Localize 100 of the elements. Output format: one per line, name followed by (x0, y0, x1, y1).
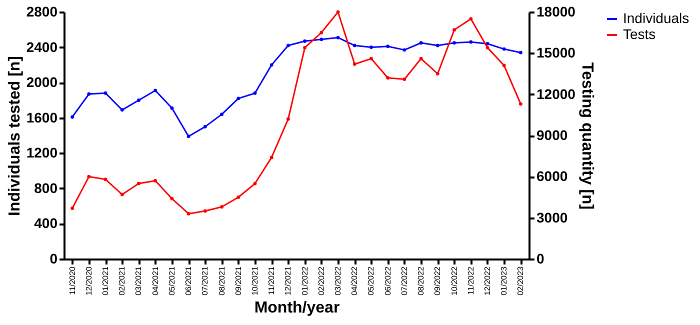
y2-tick-label: 9000 (536, 127, 568, 143)
point (270, 63, 274, 67)
x-tick-label: 07/2021 (200, 266, 210, 296)
point (303, 39, 307, 43)
x-tick-label: 08/2021 (217, 266, 226, 296)
x-tick-label: 06/2021 (184, 266, 194, 296)
point (120, 108, 124, 112)
point (402, 78, 406, 81)
y2-tick-label: 3000 (536, 209, 568, 226)
point (137, 98, 140, 102)
point (70, 206, 74, 210)
point (402, 48, 406, 52)
point (137, 182, 140, 186)
point (70, 115, 74, 119)
x-tick-label: 07/2022 (400, 266, 409, 296)
x-tick-label: 05/2021 (167, 266, 176, 296)
x-tick-label: 10/2021 (250, 266, 260, 296)
point (286, 117, 290, 121)
point (154, 179, 158, 183)
point (320, 38, 324, 42)
x-tick-label: 10/2022 (450, 266, 459, 296)
legend-label: Tests (623, 26, 656, 42)
x-tick-label: 11/2020 (68, 266, 77, 295)
x-axis-title: Month/year (254, 299, 340, 316)
x-tick-label: 05/2022 (366, 266, 376, 296)
point (303, 46, 307, 50)
point (220, 205, 224, 209)
point (469, 40, 473, 44)
x-tick-label: 02/2023 (516, 266, 526, 296)
y-tick-label: 2000 (26, 74, 58, 90)
legend-label: Individuals (623, 10, 690, 26)
point (170, 106, 174, 110)
point (336, 36, 340, 40)
point (436, 44, 440, 48)
x-tick-label: 09/2021 (234, 266, 243, 296)
y2-axis-title: Testing quantity [n] (578, 62, 596, 210)
x-tick-label: 03/2021 (134, 266, 144, 296)
point (203, 209, 207, 213)
point (203, 124, 207, 128)
line-series (70, 10, 522, 216)
x-tick-label: 06/2022 (383, 266, 392, 296)
y2-tick-label: 15000 (536, 44, 576, 61)
y-tick-label: 400 (34, 215, 58, 232)
point (104, 178, 108, 182)
x-tick-label: 04/2022 (350, 266, 360, 296)
y2-tick-label: 0 (536, 250, 544, 266)
x-tick-label: 11/2022 (466, 266, 476, 295)
point (220, 112, 224, 116)
point (286, 44, 290, 48)
point (253, 91, 257, 95)
y2-tick-label: 18000 (536, 4, 576, 20)
point (236, 96, 240, 100)
point (419, 56, 423, 60)
point (154, 88, 158, 92)
x-tick-label: 03/2022 (334, 266, 343, 296)
point (370, 46, 373, 50)
point (469, 17, 473, 21)
point (87, 92, 91, 96)
point (452, 28, 456, 32)
x-tick-label: 01/2023 (500, 266, 509, 296)
point (502, 47, 506, 51)
point (120, 192, 124, 196)
point (386, 44, 390, 48)
y-tick-label: 800 (34, 180, 58, 196)
x-tick-label: 08/2022 (416, 266, 426, 296)
point (186, 134, 190, 138)
point (270, 156, 274, 160)
point (518, 102, 522, 106)
point (170, 196, 174, 200)
point (502, 64, 506, 68)
point (486, 46, 490, 50)
point (352, 44, 356, 48)
point (436, 72, 440, 76)
point (452, 41, 456, 45)
point (320, 30, 324, 34)
y2-tick-label: 12000 (536, 86, 576, 102)
y-axis-title: Individuals tested [n] (6, 56, 24, 216)
x-tick-label: 12/2021 (284, 266, 293, 296)
point (352, 62, 356, 66)
point (253, 182, 257, 186)
y-tick-label: 2400 (26, 38, 58, 55)
point (87, 174, 91, 178)
x-tick-label: 02/2022 (316, 266, 326, 296)
point (419, 41, 423, 45)
x-tick-label: 01/2021 (101, 266, 110, 296)
y2-tick-label: 6000 (536, 168, 568, 184)
point (236, 196, 240, 199)
x-tick-label: 04/2021 (150, 266, 160, 296)
x-tick-label: 11/2021 (267, 266, 276, 295)
y-tick-label: 2800 (26, 4, 58, 20)
x-tick-label: 01/2022 (300, 266, 310, 296)
x-tick-label: 12/2022 (482, 266, 492, 296)
x-tick-label: 09/2022 (433, 266, 442, 296)
x-tick-label: 12/2020 (84, 266, 94, 296)
point (518, 50, 522, 54)
point (336, 10, 340, 14)
y-tick-label: 1600 (26, 109, 58, 126)
point (104, 91, 108, 95)
y-tick-label: 0 (50, 250, 58, 266)
y-tick-label: 1200 (26, 144, 58, 161)
